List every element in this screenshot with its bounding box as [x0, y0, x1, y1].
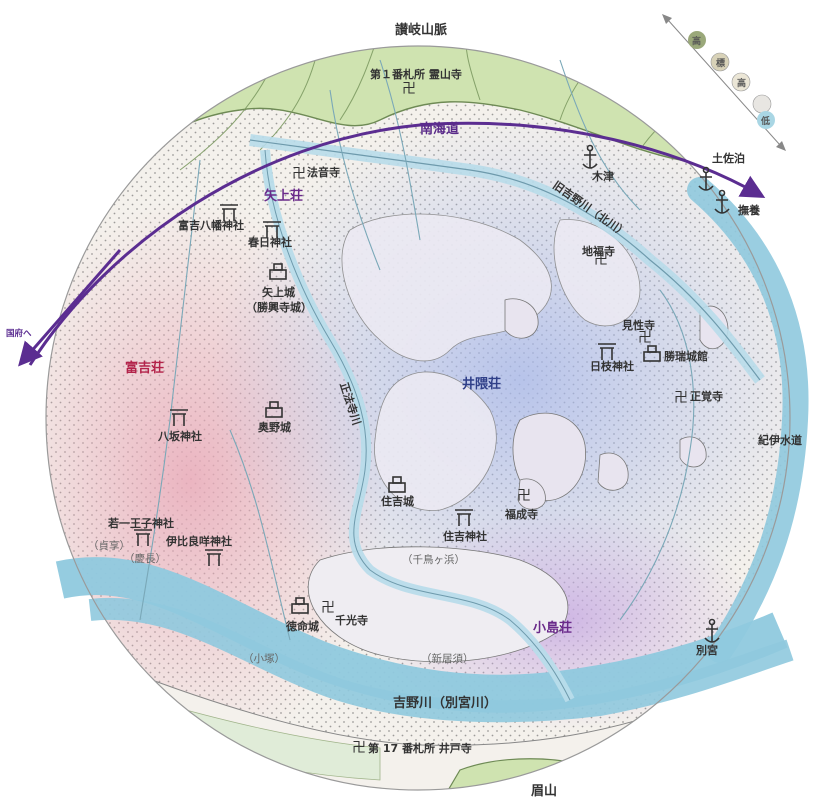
label-senkoji: 千光寺 — [335, 613, 368, 627]
torii-icon — [263, 221, 281, 238]
label-fudasho1: 第１番札所 霊山寺 — [370, 67, 462, 81]
label-yagami-castle: 矢上城 — [262, 285, 295, 299]
label-keicho: （慶長） — [124, 552, 166, 565]
label-yagami-castle-alt: （勝興寺城） — [246, 300, 312, 314]
label-kasuga: 春日神社 — [248, 235, 292, 249]
label-shozui-castle: 勝瑞城館 — [664, 349, 708, 363]
label-tomiyoshi-hachiman: 富吉八幡神社 — [178, 218, 244, 232]
label-sumiyoshi-castle: 住吉城 — [381, 494, 414, 508]
torii-icon — [598, 343, 616, 360]
castle-icon — [388, 476, 406, 493]
label-hoonji: 法音寺 — [307, 165, 340, 179]
label-wakaichi-oji: 若一王子神社 — [108, 516, 174, 530]
label-shokakuji: 正覚寺 — [690, 389, 723, 403]
label-kenshoji: 見性寺 — [621, 318, 655, 332]
torii-icon — [134, 529, 152, 546]
anchor-icon — [582, 144, 598, 169]
label-yasaka: 八坂神社 — [157, 429, 202, 443]
temple-icon: 卍 — [674, 390, 688, 406]
label-nankaido: 南海道 — [420, 121, 459, 137]
legend-mid2: 高 — [737, 77, 746, 89]
label-hiyoshi: 日枝神社 — [590, 359, 634, 373]
label-komatsuka: （小塚） — [243, 653, 285, 665]
label-tokumei-castle: 徳命城 — [285, 619, 319, 633]
legend-mid1: 標 — [716, 57, 725, 69]
globe-outline — [45, 45, 791, 791]
elevation-legend: 高 標 高 低 — [662, 14, 786, 151]
label-fudasho17: 第 17 番札所 井戸寺 — [368, 741, 472, 755]
label-bujo: 撫養 — [738, 203, 760, 217]
label-ibiraki: 伊比良咩神社 — [165, 534, 232, 548]
label-tomiyoshi-sho: 富吉荘 — [125, 360, 164, 376]
legend-low-dot — [757, 111, 775, 129]
legend-low: 低 — [760, 115, 770, 127]
label-bizan: 眉山 — [531, 783, 557, 799]
castle-icon — [265, 401, 283, 418]
castle-icon — [269, 263, 287, 280]
rivers — [55, 59, 809, 723]
torii-icon — [205, 549, 223, 566]
temple-icon: 卍 — [594, 252, 608, 268]
temple-marks: 卍 卍 卍 卍 卍 卍 卍 卍 — [292, 81, 688, 756]
label-yagami-sho: 矢上荘 — [264, 188, 303, 204]
label-kitsu: 木津 — [591, 169, 614, 183]
legend-high: 高 — [692, 35, 701, 47]
temple-icon: 卍 — [292, 166, 306, 182]
temple-icon: 卍 — [638, 330, 652, 346]
castle-icon — [291, 597, 309, 614]
label-inokuma-sho: 井隈荘 — [462, 376, 501, 392]
anchor-icon — [704, 618, 720, 643]
legend-high-dot — [688, 31, 706, 49]
nankaido-road — [28, 121, 766, 366]
map-labels: 讃岐山脈 第１番札所 霊山寺 南海道 土佐泊 撫養 木津 旧吉野川（北川） 法音… — [6, 22, 802, 799]
label-chidorigahama: （千鳥ヶ浜） — [402, 553, 465, 566]
label-fukujoji: 福成寺 — [504, 507, 538, 521]
label-yoshino-river: 吉野川（別宮川） — [393, 695, 497, 711]
torii-icon — [455, 509, 473, 526]
label-chifukuji: 地福寺 — [582, 244, 615, 258]
temple-icon: 卍 — [402, 81, 416, 97]
torii-icon — [220, 204, 238, 221]
label-mountains: 讃岐山脈 — [395, 22, 447, 38]
torii-icon — [170, 409, 188, 426]
label-sumiyoshi-shrine: 住吉神社 — [443, 529, 487, 543]
temple-icon: 卍 — [352, 740, 366, 756]
label-betsumiya: 別宮 — [695, 643, 718, 657]
label-okuno-castle: 奥野城 — [257, 420, 291, 434]
temple-icon: 卍 — [517, 488, 531, 504]
map-symbols — [134, 144, 730, 643]
label-shinisu: （新居須） — [421, 652, 474, 665]
label-kojima-sho: 小島荘 — [533, 620, 572, 636]
label-kii-road: 紀伊水道 — [758, 433, 802, 447]
label-teikyo: （貞享） — [88, 539, 130, 552]
label-tosadomari: 土佐泊 — [712, 151, 745, 165]
temple-icon: 卍 — [321, 600, 335, 616]
anchor-icon — [698, 166, 714, 191]
label-kokufu: 国府へ — [6, 328, 32, 339]
anchor-icon — [714, 189, 730, 214]
castle-icon — [643, 345, 661, 362]
